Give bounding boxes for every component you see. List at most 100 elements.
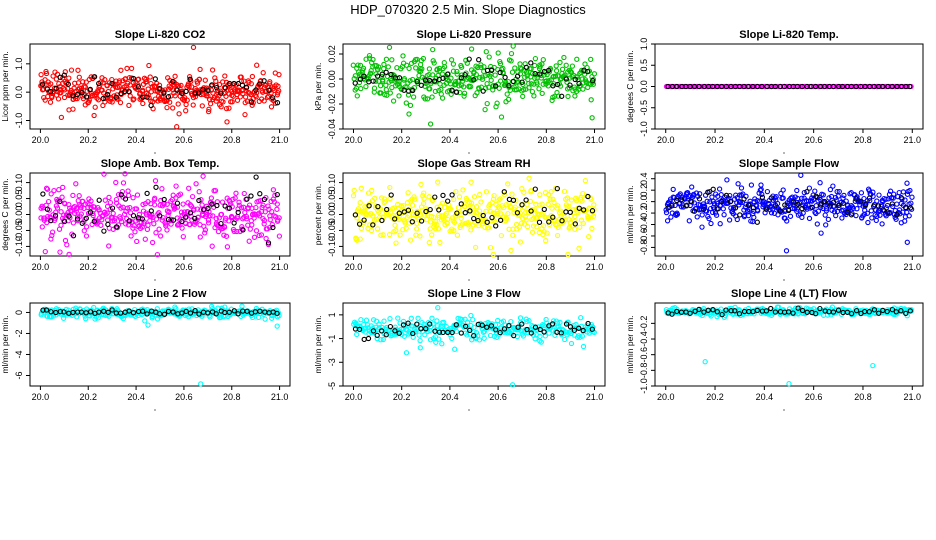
data-point — [710, 307, 716, 313]
data-point — [373, 318, 380, 324]
data-point — [693, 83, 699, 90]
data-point — [142, 236, 148, 242]
data-point — [467, 327, 473, 334]
data-point — [191, 206, 197, 212]
data-point — [74, 214, 81, 220]
data-point — [451, 196, 457, 203]
series-selected — [665, 186, 914, 225]
data-point — [824, 83, 830, 90]
data-point — [501, 191, 507, 198]
data-point — [170, 192, 176, 198]
data-point — [514, 210, 521, 216]
data-point — [449, 335, 455, 342]
y-tick-label: -0.2 — [639, 316, 649, 332]
data-point — [95, 315, 101, 321]
data-point — [585, 320, 591, 327]
outlier-point — [145, 322, 151, 328]
data-point — [432, 334, 439, 340]
data-point — [123, 221, 129, 227]
data-point — [714, 309, 720, 315]
x-axis: 20.0 20.2 20.4 20.6 20.8 21.0 — [345, 256, 603, 281]
data-point — [264, 94, 271, 100]
data-point — [856, 83, 862, 90]
data-point — [476, 337, 483, 343]
data-point — [474, 90, 480, 96]
data-point — [834, 188, 840, 195]
data-point — [368, 227, 375, 234]
y-tick-label: 1 — [327, 312, 337, 317]
data-point — [484, 324, 490, 330]
data-point — [276, 71, 282, 78]
data-point — [454, 71, 460, 77]
data-point — [518, 220, 525, 226]
outlier-point — [565, 251, 571, 258]
x-axis-mark — [468, 279, 470, 281]
outlier-point — [490, 251, 496, 258]
data-point — [83, 215, 89, 221]
data-point — [528, 66, 534, 72]
data-point — [401, 333, 408, 339]
data-point — [773, 194, 779, 200]
data-point — [439, 200, 446, 206]
data-point — [253, 90, 260, 96]
data-point — [272, 192, 278, 199]
data-point — [441, 204, 448, 211]
data-point — [190, 102, 196, 108]
data-point — [456, 194, 463, 200]
data-point — [409, 202, 416, 208]
data-point — [49, 232, 55, 239]
data-point — [144, 94, 150, 100]
data-point — [61, 212, 67, 218]
outlier-point — [904, 239, 910, 245]
data-point — [541, 229, 547, 235]
data-point — [449, 87, 455, 93]
data-point — [258, 78, 264, 84]
data-point — [249, 222, 255, 228]
data-point — [745, 202, 752, 208]
data-point — [536, 219, 543, 225]
data-point — [434, 323, 441, 329]
data-point — [780, 187, 786, 193]
data-point — [553, 68, 560, 74]
data-point — [410, 330, 416, 337]
data-point — [532, 324, 539, 330]
data-point — [544, 230, 550, 236]
data-point — [351, 187, 357, 194]
data-point — [706, 215, 712, 222]
data-point — [407, 102, 414, 109]
data-point — [451, 228, 457, 234]
data-point — [559, 66, 566, 72]
data-point — [392, 328, 398, 334]
data-point — [396, 93, 402, 99]
y-tick-label: -0.4 — [639, 331, 649, 347]
data-point — [527, 198, 534, 205]
data-point — [383, 332, 389, 338]
x-tick-label: 20.2 — [79, 262, 97, 272]
data-point — [754, 307, 760, 314]
data-point — [414, 210, 420, 216]
data-point — [79, 220, 85, 226]
data-point — [468, 312, 474, 319]
data-point — [841, 192, 847, 199]
data-point — [248, 193, 254, 199]
data-point — [80, 79, 86, 85]
data-point — [58, 222, 64, 228]
data-point — [489, 214, 495, 221]
data-point — [387, 315, 393, 322]
data-point — [380, 336, 386, 343]
data-point — [105, 88, 112, 95]
data-point — [537, 333, 543, 340]
data-point — [57, 308, 63, 315]
data-point — [576, 80, 582, 87]
data-point — [462, 210, 468, 216]
data-point — [822, 212, 828, 218]
data-point — [117, 215, 124, 222]
data-point — [414, 78, 420, 85]
data-point — [381, 61, 387, 68]
data-point — [78, 205, 84, 211]
data-point — [723, 192, 730, 199]
data-point — [686, 218, 692, 224]
x-axis-mark — [468, 152, 470, 154]
data-point — [479, 322, 485, 328]
x-tick-label: 20.2 — [706, 262, 724, 272]
